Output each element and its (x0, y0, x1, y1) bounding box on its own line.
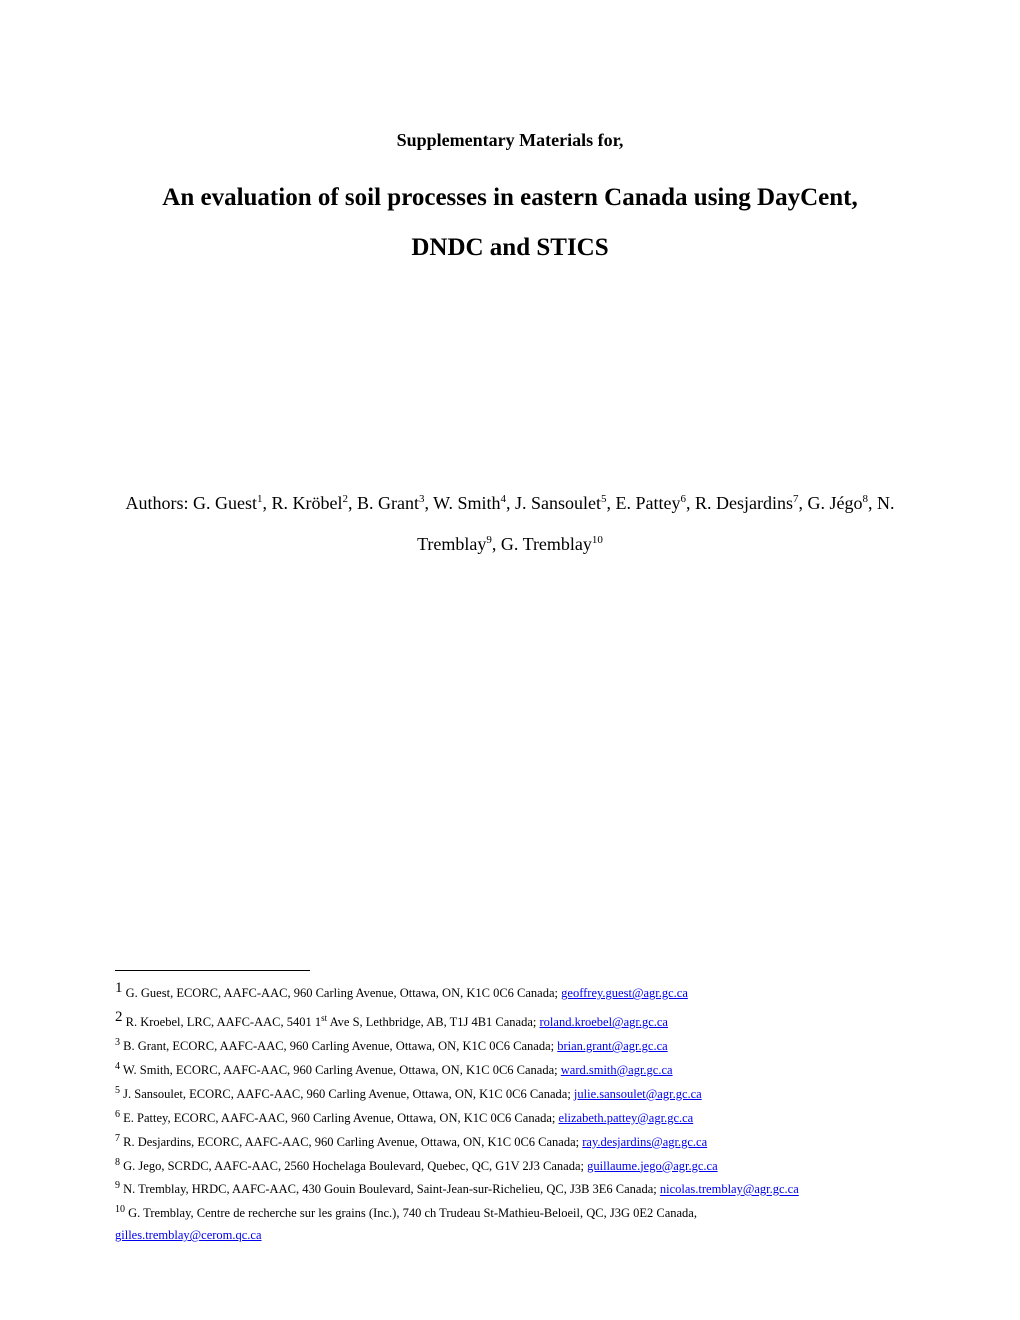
author: G. Guest1 (193, 493, 263, 513)
footnote: 1 G. Guest, ECORC, AAFC-AAC, 960 Carling… (115, 977, 905, 1003)
author-name: E. Pattey (616, 493, 681, 513)
title-line-1: An evaluation of soil processes in easte… (162, 184, 857, 211)
footnote-email-link[interactable]: guillaume.jego@agr.gc.ca (587, 1159, 718, 1173)
footnote-email-link[interactable]: nicolas.tremblay@agr.gc.ca (660, 1183, 799, 1197)
author: G. Tremblay10 (501, 534, 603, 554)
footnote: 3 B. Grant, ECORC, AAFC-AAC, 960 Carling… (115, 1035, 905, 1056)
author-name: G. Guest (193, 493, 257, 513)
author-affil-sup: 7 (793, 493, 799, 505)
footnote: 6 E. Pattey, ECORC, AAFC-AAC, 960 Carlin… (115, 1107, 905, 1128)
author-name: W. Smith (433, 493, 500, 513)
footnote-email-link[interactable]: geoffrey.guest@agr.gc.ca (561, 986, 688, 1000)
footnote-number: 2 (115, 1009, 123, 1025)
author-affil-sup: 4 (501, 493, 507, 505)
footnote-email-link[interactable]: julie.sansoulet@agr.gc.ca (574, 1087, 702, 1101)
footnote: 4 W. Smith, ECORC, AAFC-AAC, 960 Carling… (115, 1059, 905, 1080)
footnote-text: B. Grant, ECORC, AAFC-AAC, 960 Carling A… (120, 1039, 557, 1053)
author: E. Pattey6 (616, 493, 687, 513)
authors-list: G. Guest1, R. Kröbel2, B. Grant3, W. Smi… (193, 493, 895, 554)
document-page: Supplementary Materials for, An evaluati… (0, 0, 1020, 1320)
author-affil-sup: 8 (863, 493, 869, 505)
footnote-email-link[interactable]: roland.kroebel@agr.gc.ca (540, 1015, 668, 1029)
footnote-email-link[interactable]: elizabeth.pattey@agr.gc.ca (559, 1111, 694, 1125)
paper-title: An evaluation of soil processes in easte… (115, 173, 905, 273)
authors-block: Authors: G. Guest1, R. Kröbel2, B. Grant… (115, 483, 905, 566)
author-name: G. Tremblay (501, 534, 592, 554)
footnote: gilles.tremblay@cerom.qc.ca (115, 1226, 905, 1245)
author: G. Jégo8 (808, 493, 869, 513)
footnotes-list: 1 G. Guest, ECORC, AAFC-AAC, 960 Carling… (115, 977, 905, 1245)
author: J. Sansoulet5 (515, 493, 607, 513)
authors-prefix: Authors: (125, 493, 193, 513)
footnote-rule (115, 970, 310, 971)
footnote-text: Ave S, Lethbridge, AB, T1J 4B1 Canada; (327, 1015, 539, 1029)
author: W. Smith4 (433, 493, 506, 513)
footnote-text: J. Sansoulet, ECORC, AAFC-AAC, 960 Carli… (120, 1087, 574, 1101)
footnote-number: 1 (115, 980, 123, 996)
author-name: R. Desjardins (695, 493, 793, 513)
footnote-text: N. Tremblay, HRDC, AAFC-AAC, 430 Gouin B… (120, 1183, 660, 1197)
author-affil-sup: 3 (419, 493, 425, 505)
footnote-text: G. Jego, SCRDC, AAFC-AAC, 2560 Hochelaga… (120, 1159, 587, 1173)
footnote-email-link[interactable]: gilles.tremblay@cerom.qc.ca (115, 1228, 262, 1242)
footnote-text: W. Smith, ECORC, AAFC-AAC, 960 Carling A… (120, 1063, 561, 1077)
footnote-email-link[interactable]: brian.grant@agr.gc.ca (557, 1039, 667, 1053)
author: R. Desjardins7 (695, 493, 799, 513)
author: B. Grant3 (357, 493, 425, 513)
footnote-email-link[interactable]: ray.desjardins@agr.gc.ca (582, 1135, 707, 1149)
footnote: 2 R. Kroebel, LRC, AAFC-AAC, 5401 1st Av… (115, 1006, 905, 1032)
footnote-email-link[interactable]: ward.smith@agr.gc.ca (561, 1063, 673, 1077)
footnotes-section: 1 G. Guest, ECORC, AAFC-AAC, 960 Carling… (115, 970, 905, 1248)
footnote-text: R. Kroebel, LRC, AAFC-AAC, 5401 1 (123, 1015, 322, 1029)
footnote: 8 G. Jego, SCRDC, AAFC-AAC, 2560 Hochela… (115, 1155, 905, 1176)
footnote: 5 J. Sansoulet, ECORC, AAFC-AAC, 960 Car… (115, 1083, 905, 1104)
author-affil-sup: 9 (486, 534, 492, 546)
title-line-2: DNDC and STICS (411, 234, 608, 261)
footnote: 10 G. Tremblay, Centre de recherche sur … (115, 1202, 905, 1223)
footnote-number: 10 (115, 1204, 125, 1215)
footnote: 9 N. Tremblay, HRDC, AAFC-AAC, 430 Gouin… (115, 1178, 905, 1199)
author-affil-sup: 2 (342, 493, 348, 505)
supplement-label: Supplementary Materials for, (115, 130, 905, 151)
author-affil-sup: 10 (592, 534, 603, 546)
author-affil-sup: 5 (601, 493, 607, 505)
author-name: J. Sansoulet (515, 493, 601, 513)
author-name: B. Grant (357, 493, 419, 513)
footnote: 7 R. Desjardins, ECORC, AAFC-AAC, 960 Ca… (115, 1131, 905, 1152)
author-affil-sup: 6 (681, 493, 687, 505)
footnote-text: G. Guest, ECORC, AAFC-AAC, 960 Carling A… (123, 986, 562, 1000)
author-name: R. Kröbel (271, 493, 342, 513)
author-name: G. Jégo (808, 493, 863, 513)
footnote-text: R. Desjardins, ECORC, AAFC-AAC, 960 Carl… (120, 1135, 582, 1149)
footnote-text: G. Tremblay, Centre de recherche sur les… (125, 1207, 697, 1221)
author-affil-sup: 1 (257, 493, 263, 505)
author: R. Kröbel2 (271, 493, 348, 513)
footnote-text: E. Pattey, ECORC, AAFC-AAC, 960 Carling … (120, 1111, 559, 1125)
